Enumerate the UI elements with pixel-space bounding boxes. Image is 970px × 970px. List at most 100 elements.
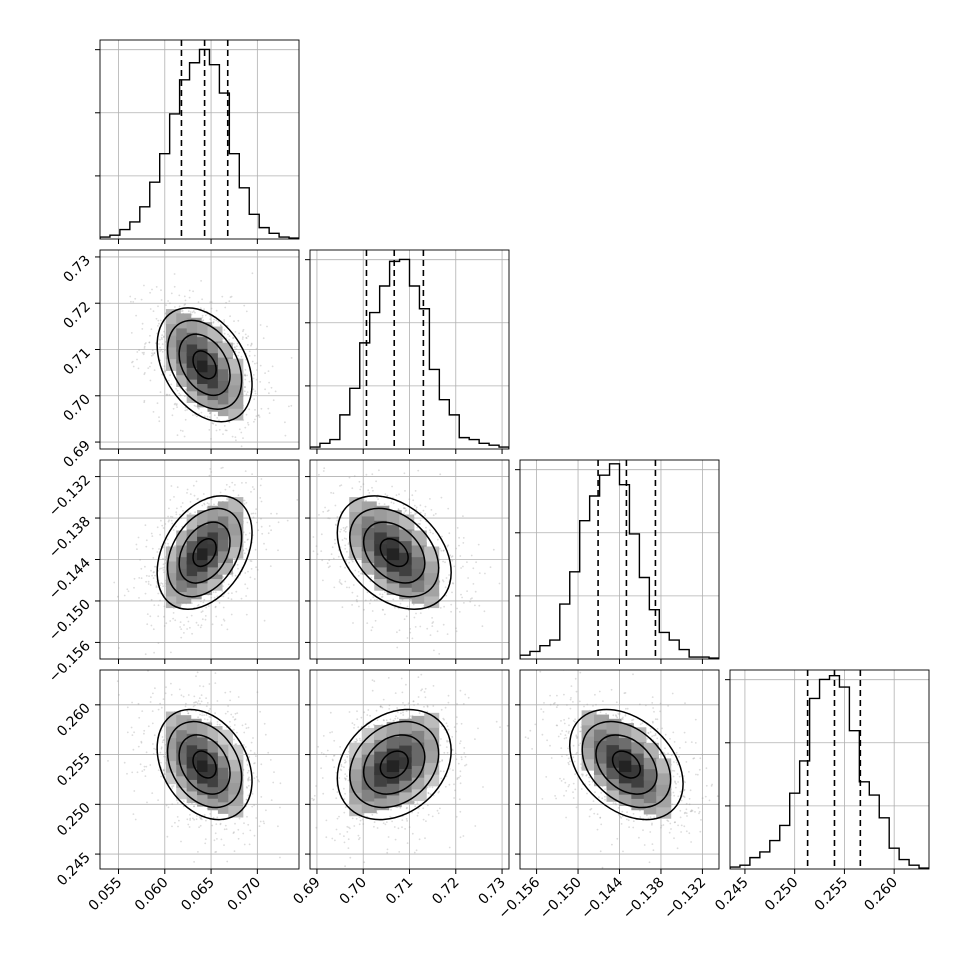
scatter-point <box>179 626 182 628</box>
scatter-point <box>203 718 206 720</box>
scatter-point <box>426 804 429 807</box>
scatter-point <box>247 726 250 729</box>
scatter-point <box>150 696 152 699</box>
density-cell <box>374 529 390 545</box>
scatter-point <box>186 616 189 619</box>
scatter-point <box>416 814 419 817</box>
scatter-point <box>169 374 172 377</box>
scatter-point <box>429 786 431 788</box>
scatter-point <box>165 622 168 625</box>
scatter-point <box>186 409 188 411</box>
scatter-point <box>242 832 245 835</box>
density-cell <box>399 526 415 542</box>
scatter-point <box>158 548 160 550</box>
contour-2 <box>166 507 243 598</box>
scatter-point <box>195 621 198 624</box>
scatter-point <box>193 404 196 407</box>
scatter-point <box>356 710 358 713</box>
scatter-point <box>245 595 248 597</box>
scatter-point <box>222 338 225 340</box>
scatter-point <box>407 702 410 705</box>
scatter-point <box>339 579 341 581</box>
scatter-point <box>398 629 401 632</box>
scatter-point <box>445 746 448 748</box>
scatter-point <box>148 341 151 344</box>
scatter-point <box>170 485 173 487</box>
scatter-point <box>335 524 338 527</box>
scatter-point <box>204 842 207 845</box>
scatter-point <box>152 557 155 559</box>
scatter-point <box>288 570 290 572</box>
scatter-point <box>231 481 234 484</box>
scatter-point <box>243 304 246 307</box>
scatter-point <box>216 700 219 702</box>
scatter-point <box>160 746 163 749</box>
scatter-point <box>446 751 449 754</box>
scatter-point <box>419 612 422 614</box>
scatter-point <box>454 752 457 755</box>
y-tick-label: −0.144 <box>46 555 94 603</box>
y-tick-label: −0.150 <box>46 596 94 644</box>
density-cell <box>399 777 415 793</box>
scatter-point <box>209 468 212 470</box>
scatter-point <box>159 751 162 754</box>
scatter-point <box>244 803 246 805</box>
scatter-point <box>237 354 240 357</box>
density-cell <box>374 760 390 776</box>
scatter-point <box>245 798 248 801</box>
scatter-point <box>392 502 395 505</box>
density-cell <box>399 742 415 758</box>
scatter-point <box>225 429 228 432</box>
scatter-point <box>439 473 442 476</box>
scatter-point <box>138 349 141 351</box>
scatter-point <box>258 416 261 418</box>
density-cell <box>386 556 402 572</box>
scatter-point <box>243 744 245 746</box>
scatter-point <box>254 392 257 395</box>
density-cell <box>361 536 377 552</box>
scatter-point <box>158 416 160 419</box>
scatter-point <box>223 828 226 831</box>
density-cell <box>386 580 402 596</box>
scatter-point <box>246 798 248 801</box>
scatter-point <box>138 597 140 599</box>
scatter-point <box>238 332 241 335</box>
scatter-point <box>132 748 135 751</box>
scatter-point <box>460 593 462 596</box>
scatter-point <box>192 290 195 293</box>
scatter-point <box>164 370 167 372</box>
scatter-point <box>259 324 262 326</box>
scatter-point <box>248 532 251 535</box>
scatter-point <box>235 590 238 593</box>
scatter-point <box>260 478 263 480</box>
scatter-point <box>212 321 215 323</box>
scatter-point <box>259 381 262 383</box>
scatter-point <box>258 414 260 417</box>
scatter-point <box>173 496 175 498</box>
scatter-point <box>417 812 420 814</box>
scatter-point <box>210 596 213 599</box>
scatter-point <box>149 308 152 310</box>
scatter-point <box>478 572 481 574</box>
scatter-point <box>180 694 183 697</box>
scatter-point <box>405 683 407 686</box>
scatter-point <box>406 806 408 809</box>
scatter-point <box>150 362 153 364</box>
scatter-point <box>242 330 244 333</box>
contour-0 <box>192 538 217 568</box>
scatter-point <box>251 805 254 808</box>
scatter-point <box>258 825 261 828</box>
scatter-point <box>472 567 475 570</box>
scatter-point <box>333 766 336 768</box>
scatter-point <box>339 753 342 756</box>
scatter-point <box>256 691 259 694</box>
scatter-point <box>318 473 320 476</box>
scatter-point <box>347 826 350 829</box>
scatter-point <box>415 612 417 615</box>
scatter-point <box>189 817 192 820</box>
scatter-point <box>385 821 388 823</box>
scatter-point <box>176 486 179 489</box>
scatter-point <box>466 561 468 563</box>
scatter-point <box>369 602 371 605</box>
